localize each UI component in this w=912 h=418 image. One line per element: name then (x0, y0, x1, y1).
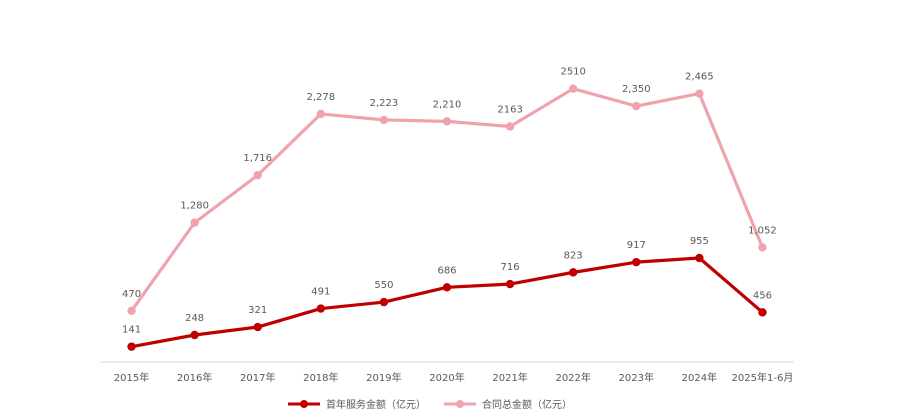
legend-series-2-marker (456, 400, 464, 408)
series-2-data-label: 1,052 (748, 225, 777, 236)
series-1-point (316, 304, 326, 313)
x-tick-label: 2018年 (303, 371, 338, 384)
series-1-data-label: 716 (501, 262, 520, 273)
series-2-data-label: 2163 (497, 104, 522, 115)
series-1-point (505, 279, 515, 289)
series-1-data-label: 321 (248, 305, 267, 316)
x-tick-label: 2019年 (366, 371, 401, 384)
series-2-point (758, 243, 767, 252)
series-2-point (695, 89, 704, 98)
x-tick-label: 2023年 (619, 371, 654, 384)
series-2-point (316, 109, 326, 119)
series-1-point (568, 268, 578, 277)
x-tick-label: 2025年1-6月 (732, 371, 794, 384)
x-tick-label: 2021年 (492, 371, 527, 384)
legend-series-1-marker (300, 400, 308, 408)
x-tick-label: 2015年 (114, 371, 149, 384)
series-1-point (758, 308, 767, 317)
series-1-point (379, 297, 389, 307)
series-2-point (505, 122, 515, 131)
series-2-data-label: 470 (122, 289, 141, 300)
series-2-data-label: 2,210 (433, 99, 462, 110)
x-tick-label: 2016年 (177, 371, 212, 384)
series-1-point (127, 342, 136, 351)
series-2-data-label: 2,465 (685, 72, 714, 83)
series-layer (127, 84, 767, 351)
x-tick-label: 2022年 (555, 371, 590, 384)
series-2-data-label: 2,350 (622, 84, 651, 95)
series-2-point (442, 117, 452, 126)
series-2-data-label: 2,278 (306, 92, 335, 103)
series-2-point (568, 84, 578, 93)
series-1-data-label: 141 (122, 325, 141, 336)
x-tick-label-layer: 2015年 2016年 2017年 2018年 2019年 2020年 2021年 2022年… (114, 371, 794, 384)
x-tick-label: 2024年 (682, 371, 717, 384)
series-2-point (253, 170, 262, 180)
series-2-point (127, 306, 136, 316)
series-2-point (632, 101, 641, 111)
legend-item-series-2: 合同总金额（亿元） (444, 398, 572, 411)
legend: 首年服务金额（亿元） 合同总金额（亿元） (288, 398, 572, 411)
legend-series-1-label: 首年服务金额（亿元） (326, 398, 426, 411)
series-1-point (253, 322, 262, 332)
series-2-point (190, 218, 199, 227)
legend-item-series-1: 首年服务金额（亿元） (288, 398, 426, 411)
legend-series-2-label: 合同总金额（亿元） (482, 398, 572, 411)
series-1-point (442, 283, 452, 292)
series-2-point (379, 115, 389, 125)
series-1-point (695, 253, 704, 263)
series-1-data-label: 491 (311, 287, 330, 298)
series-1-data-label: 550 (374, 280, 393, 291)
series-1-point (190, 330, 199, 340)
series-1-data-label: 248 (185, 313, 204, 324)
series-1-data-label: 456 (753, 290, 772, 301)
series-2-data-label: 1,716 (243, 153, 272, 164)
x-tick-label: 2020年 (429, 371, 464, 384)
x-tick-label: 2017年 (240, 371, 275, 384)
series-1-data-label: 955 (690, 236, 709, 247)
data-label-layer: 141 248 321 491 550 686 716 823 917 955 456 470 1,28… (122, 67, 777, 336)
series-2-data-label: 1,280 (180, 201, 209, 212)
series-1-data-label: 917 (627, 240, 646, 251)
series-1-data-label: 686 (437, 265, 456, 276)
series-1-data-label: 823 (564, 250, 583, 261)
series-2-data-label: 2,223 (370, 98, 399, 109)
series-1-point (632, 257, 641, 267)
series-2-data-label: 2510 (560, 67, 585, 78)
